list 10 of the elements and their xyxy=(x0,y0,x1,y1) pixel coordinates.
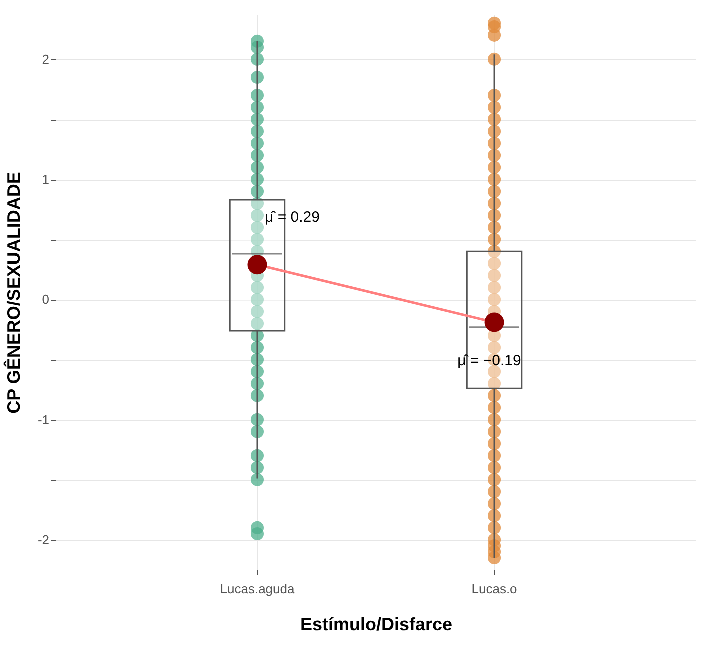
y-axis-title: CP GÊNERO/SEXUALIDADE xyxy=(2,172,24,414)
x-tick-label: Lucas.aguda xyxy=(220,582,296,596)
x-tick-label: Lucas.o xyxy=(472,582,518,596)
y-tick-label: 0 xyxy=(42,292,50,308)
y-tick-label: 2 xyxy=(42,52,50,67)
y-tick-label: 1 xyxy=(42,172,50,188)
annotation: μ̂ = −0.19 xyxy=(458,352,522,370)
y-tick-label: -1 xyxy=(38,412,50,428)
x-axis-title: Estímulo/Disfarce xyxy=(300,614,453,634)
y-tick-label: -2 xyxy=(38,532,50,548)
